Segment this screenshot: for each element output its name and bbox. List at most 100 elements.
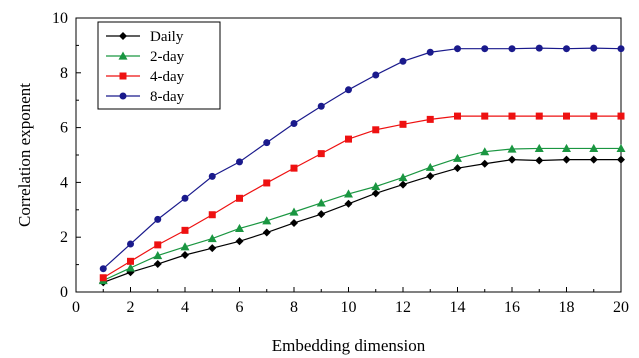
legend-label: 8-day (150, 89, 185, 105)
data-point-4-day (590, 112, 598, 120)
series-line-4-day (102, 115, 621, 279)
data-point-daily (480, 159, 489, 168)
legend: Daily 2-day 4-day 8-day (97, 21, 221, 110)
data-point-2-day (180, 242, 190, 251)
data-point-2-day (480, 147, 490, 156)
data-point-8-day (208, 172, 216, 180)
data-point-2-day (126, 263, 135, 272)
y-tick-label: 10 (52, 10, 68, 27)
data-point-daily (181, 251, 189, 260)
series-daily (99, 155, 625, 287)
data-point-daily (508, 155, 516, 164)
data-point-daily (317, 210, 326, 219)
data-point-2-day (289, 207, 299, 216)
data-point-daily (235, 237, 244, 246)
data-point-2-day (316, 198, 326, 207)
data-point-4-day (617, 112, 625, 120)
data-point-daily (262, 228, 271, 237)
data-point-4-day (208, 211, 216, 219)
data-point-4-day (372, 126, 380, 134)
x-tick-label: 8 (290, 299, 298, 316)
data-point-8-day (372, 71, 380, 79)
series-2-day (98, 143, 626, 285)
legend-item-8-day: 8-day (106, 89, 185, 105)
legend-swatch-marker (119, 32, 127, 40)
data-point-4-day (454, 112, 461, 120)
data-point-8-day (127, 240, 134, 248)
x-tick-label: 12 (395, 299, 411, 316)
data-point-8-day (263, 139, 271, 147)
x-tick-label: 14 (450, 299, 466, 316)
legend-item-daily: Daily (106, 29, 184, 45)
x-tick-label: 16 (504, 299, 520, 316)
data-point-daily (208, 244, 217, 253)
data-point-8-day (508, 45, 516, 53)
data-point-2-day (616, 143, 626, 153)
data-point-daily (371, 189, 380, 198)
data-point-8-day (181, 194, 189, 202)
x-tick-label: 20 (613, 299, 629, 316)
series-line-daily (103, 159, 621, 283)
data-point-4-day (399, 120, 407, 128)
x-tick-label: 4 (181, 299, 189, 316)
data-point-4-day (263, 179, 271, 187)
data-point-daily (153, 260, 162, 269)
y-tick-label: 4 (60, 174, 68, 191)
y-tick-label: 2 (60, 229, 68, 246)
data-point-4-day (563, 112, 570, 120)
data-point-8-day (481, 45, 489, 53)
data-point-daily (617, 155, 625, 164)
data-point-8-day (399, 57, 407, 65)
series-line-2-day (102, 147, 621, 282)
data-point-8-day (617, 45, 625, 53)
series-8-day (99, 44, 625, 273)
data-point-4-day (317, 150, 325, 158)
x-tick-label: 0 (72, 299, 80, 316)
data-point-8-day (590, 44, 598, 52)
data-point-4-day (181, 226, 189, 234)
x-tick-label: 6 (236, 299, 244, 316)
series-line-8-day (102, 47, 622, 270)
x-tick-label: 18 (559, 299, 575, 316)
data-point-2-day (235, 223, 244, 233)
data-point-2-day (398, 172, 408, 182)
data-point-8-day (290, 119, 298, 127)
data-point-daily (426, 172, 435, 181)
x-axis-title: Embedding dimension (272, 336, 426, 355)
data-point-8-day (154, 215, 162, 223)
legend-label: 4-day (150, 69, 185, 85)
data-point-2-day (425, 162, 435, 171)
data-point-2-day (534, 143, 544, 153)
data-point-2-day (589, 143, 599, 153)
data-point-4-day (535, 112, 543, 120)
data-point-2-day (344, 189, 353, 198)
data-point-2-day (562, 143, 571, 153)
legend-swatch-marker (119, 72, 127, 80)
data-point-8-day (99, 265, 107, 273)
y-tick-label: 0 (60, 284, 68, 301)
data-point-daily (589, 155, 598, 164)
data-point-8-day (454, 45, 461, 53)
data-point-4-day (345, 135, 352, 143)
legend-swatch-marker (119, 92, 127, 100)
data-point-4-day (127, 257, 134, 265)
x-tick-label: 2 (127, 299, 135, 316)
y-tick-label: 6 (60, 120, 68, 137)
data-point-2-day (153, 251, 163, 260)
legend-swatch-marker (118, 51, 128, 60)
x-tick-label: 10 (341, 299, 357, 316)
data-point-4-day (426, 115, 434, 123)
legend-label: Daily (150, 29, 184, 45)
data-point-8-day (345, 86, 352, 94)
data-point-8-day (426, 48, 434, 56)
legend-item-2-day: 2-day (106, 49, 185, 65)
series-layer (98, 44, 626, 287)
data-point-2-day (371, 182, 381, 191)
y-tick-label: 8 (60, 65, 68, 82)
data-point-2-day (453, 153, 462, 162)
legend-item-4-day: 4-day (106, 69, 185, 85)
plot-axes: 0 2 4 6 8 10 12 14 16 18 20 0 2 4 6 8 10 (52, 10, 629, 316)
y-axis-title: Correlation exponent (15, 83, 34, 227)
data-point-4-day (508, 112, 516, 120)
